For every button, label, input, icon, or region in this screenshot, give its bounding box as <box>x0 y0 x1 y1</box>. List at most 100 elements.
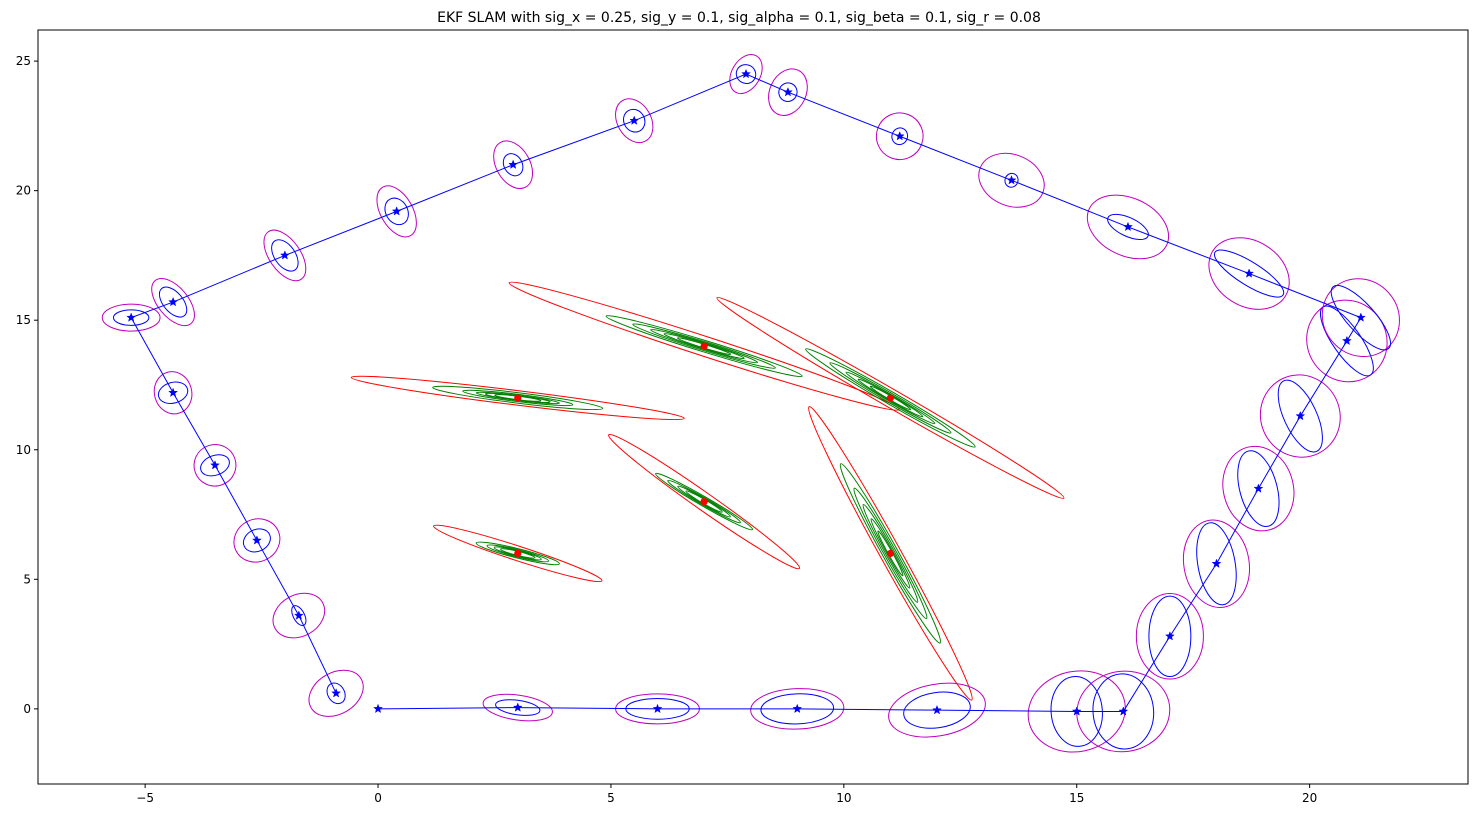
pose-15-outer-cov-ellipse <box>875 112 924 161</box>
pose-19-inner-cov-ellipse <box>502 153 524 177</box>
x-tick-label: 5 <box>607 791 615 805</box>
landmark-3-initial-cov-ellipse <box>433 524 603 583</box>
pose-24-inner-cov-ellipse <box>157 381 189 404</box>
landmark-4-initial-cov-ellipse <box>608 433 801 570</box>
pose-18-inner-cov-ellipse <box>623 108 646 133</box>
landmark-point <box>886 549 895 557</box>
pose-5-inner-cov-ellipse <box>1092 673 1155 750</box>
x-tick-label: 15 <box>1069 791 1084 805</box>
pose-star-marker <box>1006 175 1017 185</box>
landmark-1-cov-ellipse-1 <box>632 323 776 369</box>
pose-star-marker <box>508 159 519 169</box>
landmark-1-cov-ellipse-0 <box>605 315 803 378</box>
pose-star-marker <box>741 68 751 79</box>
pose-9-inner-cov-ellipse <box>1277 379 1323 453</box>
y-tick-label: 25 <box>16 54 31 68</box>
pose-star-marker <box>652 703 663 714</box>
x-tick-label: 10 <box>836 791 851 805</box>
pose-6-outer-cov-ellipse <box>1135 593 1204 680</box>
pose-star-marker <box>629 115 640 125</box>
trajectory-line <box>130 73 1362 712</box>
landmark-4-cov-ellipse-1 <box>667 479 741 524</box>
pose-3-outer-cov-ellipse <box>888 682 986 738</box>
landmark-point <box>700 497 708 506</box>
pose-7-outer-cov-ellipse <box>1182 519 1250 609</box>
pose-star-marker <box>1341 335 1352 346</box>
pose-4-inner-cov-ellipse <box>1050 676 1103 747</box>
landmark-2-cov-ellipse-1 <box>829 362 952 434</box>
pose-star-marker <box>126 312 137 322</box>
pose-16-outer-cov-ellipse <box>768 68 808 116</box>
landmark-0-cov-ellipse-0 <box>432 385 604 411</box>
x-tick-label: −5 <box>136 791 154 805</box>
landmark-5-cov-ellipse-1 <box>853 487 928 620</box>
x-tick-label: 0 <box>374 791 382 805</box>
landmark-5-initial-cov-ellipse <box>808 406 973 701</box>
pose-2-outer-cov-ellipse <box>750 688 845 730</box>
y-tick-label: 15 <box>16 313 31 327</box>
axes-frame <box>37 29 1469 785</box>
pose-22-outer-cov-ellipse <box>151 278 195 327</box>
landmark-5-cov-ellipse-0 <box>839 463 942 644</box>
pose-star-marker <box>168 387 179 397</box>
plot-area <box>101 54 1400 753</box>
pose-17-outer-cov-ellipse <box>729 54 763 95</box>
pose-28-inner-cov-ellipse <box>326 682 346 705</box>
pose-11-outer-cov-ellipse <box>1321 278 1400 357</box>
pose-star-marker <box>792 703 803 714</box>
pose-6-inner-cov-ellipse <box>1148 595 1192 677</box>
pose-13-inner-cov-ellipse <box>1107 213 1149 240</box>
landmark-2-initial-cov-ellipse <box>716 296 1065 499</box>
landmark-point <box>700 342 708 350</box>
pose-star-marker <box>512 702 523 712</box>
pose-25-outer-cov-ellipse <box>193 444 237 487</box>
pose-26-inner-cov-ellipse <box>242 528 271 553</box>
pose-5-outer-cov-ellipse <box>1076 670 1171 753</box>
landmark-point <box>514 394 522 402</box>
pose-11-inner-cov-ellipse <box>1330 284 1391 351</box>
pose-9-outer-cov-ellipse <box>1259 374 1341 458</box>
pose-12-outer-cov-ellipse <box>1208 237 1290 310</box>
pose-7-inner-cov-ellipse <box>1196 522 1237 606</box>
pose-8-inner-cov-ellipse <box>1237 450 1280 527</box>
landmark-point <box>514 549 522 557</box>
pose-0-inner-cov-ellipse <box>495 699 541 716</box>
pose-23-outer-cov-ellipse <box>101 303 161 332</box>
pose-24-outer-cov-ellipse <box>153 371 193 415</box>
pose-8-outer-cov-ellipse <box>1222 445 1295 532</box>
pose-4-outer-cov-ellipse <box>1027 670 1126 753</box>
landmark-4-cov-ellipse-0 <box>655 472 754 531</box>
pose-star-marker <box>1295 410 1306 421</box>
y-tick-label: 10 <box>16 443 31 457</box>
pose-12-inner-cov-ellipse <box>1213 249 1285 298</box>
landmark-5-cov-ellipse-2 <box>862 503 919 603</box>
landmark-2-cov-ellipse-0 <box>805 348 976 448</box>
pose-star-marker <box>1253 483 1264 493</box>
pose-star-marker <box>251 535 262 545</box>
pose-star-marker <box>782 86 793 97</box>
pose-22-inner-cov-ellipse <box>158 286 188 318</box>
pose-21-outer-cov-ellipse <box>263 229 307 282</box>
pose-17-inner-cov-ellipse <box>735 64 757 84</box>
pose-3-inner-cov-ellipse <box>903 691 971 729</box>
chart-title: EKF SLAM with sig_x = 0.25, sig_y = 0.1,… <box>437 10 1041 26</box>
x-tick-label: 20 <box>1302 791 1317 805</box>
pose-star-marker <box>391 206 402 216</box>
pose-star-marker <box>932 704 942 715</box>
landmark-3-cov-ellipse-1 <box>486 544 550 563</box>
landmark-0-cov-ellipse-1 <box>462 389 574 407</box>
pose-star-marker <box>1164 631 1175 641</box>
pose-star-marker <box>210 460 220 470</box>
pose-star-marker <box>1118 706 1129 716</box>
pose-25-inner-cov-ellipse <box>200 454 230 477</box>
pose-26-outer-cov-ellipse <box>233 518 281 563</box>
pose-18-outer-cov-ellipse <box>615 98 654 144</box>
y-tick-label: 0 <box>23 702 31 716</box>
pose-star-marker <box>1355 312 1366 322</box>
pose-star-marker <box>1123 221 1133 232</box>
pose-20-inner-cov-ellipse <box>384 197 409 226</box>
landmark-point <box>886 394 895 402</box>
axis-ticks: −5 0 5 10 15 20 0 5 10 15 20 25 <box>16 54 1318 805</box>
y-tick-label: 5 <box>23 572 31 586</box>
